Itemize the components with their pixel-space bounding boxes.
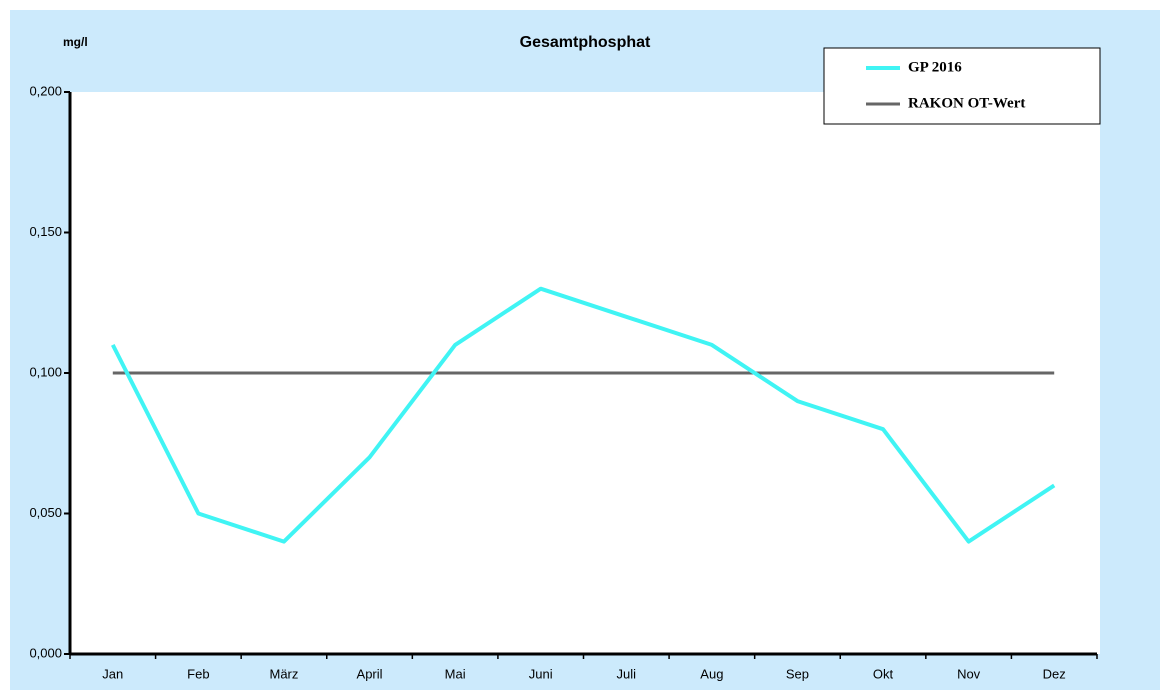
x-tick-label: Sep — [786, 666, 809, 681]
series-line — [111, 286, 1056, 544]
x-tick-label: Okt — [873, 666, 894, 681]
x-tick-label: April — [357, 666, 383, 681]
y-tick-label: 0,200 — [29, 83, 62, 98]
x-tick-label: Juni — [529, 666, 553, 681]
y-tick-label: 0,100 — [29, 364, 62, 379]
x-tick-label: März — [270, 666, 299, 681]
y-axis-label: mg/l — [63, 35, 88, 49]
x-tick-label: Aug — [700, 666, 723, 681]
x-tick-label: Nov — [957, 666, 981, 681]
y-tick-label: 0,050 — [29, 505, 62, 520]
x-tick-label: Juli — [617, 666, 637, 681]
y-tick-label: 0,000 — [29, 645, 62, 660]
x-tick-label: Feb — [187, 666, 209, 681]
legend-box — [823, 47, 1101, 125]
x-tick-label: Mai — [445, 666, 466, 681]
chart-title: Gesamtphosphat — [520, 34, 651, 51]
legend-label: GP 2016 — [908, 59, 962, 75]
legend-label: RAKON OT-Wert — [908, 95, 1025, 111]
x-tick-label: Jan — [102, 666, 123, 681]
x-tick-label: Dez — [1043, 666, 1066, 681]
y-tick-label: 0,150 — [29, 224, 62, 239]
